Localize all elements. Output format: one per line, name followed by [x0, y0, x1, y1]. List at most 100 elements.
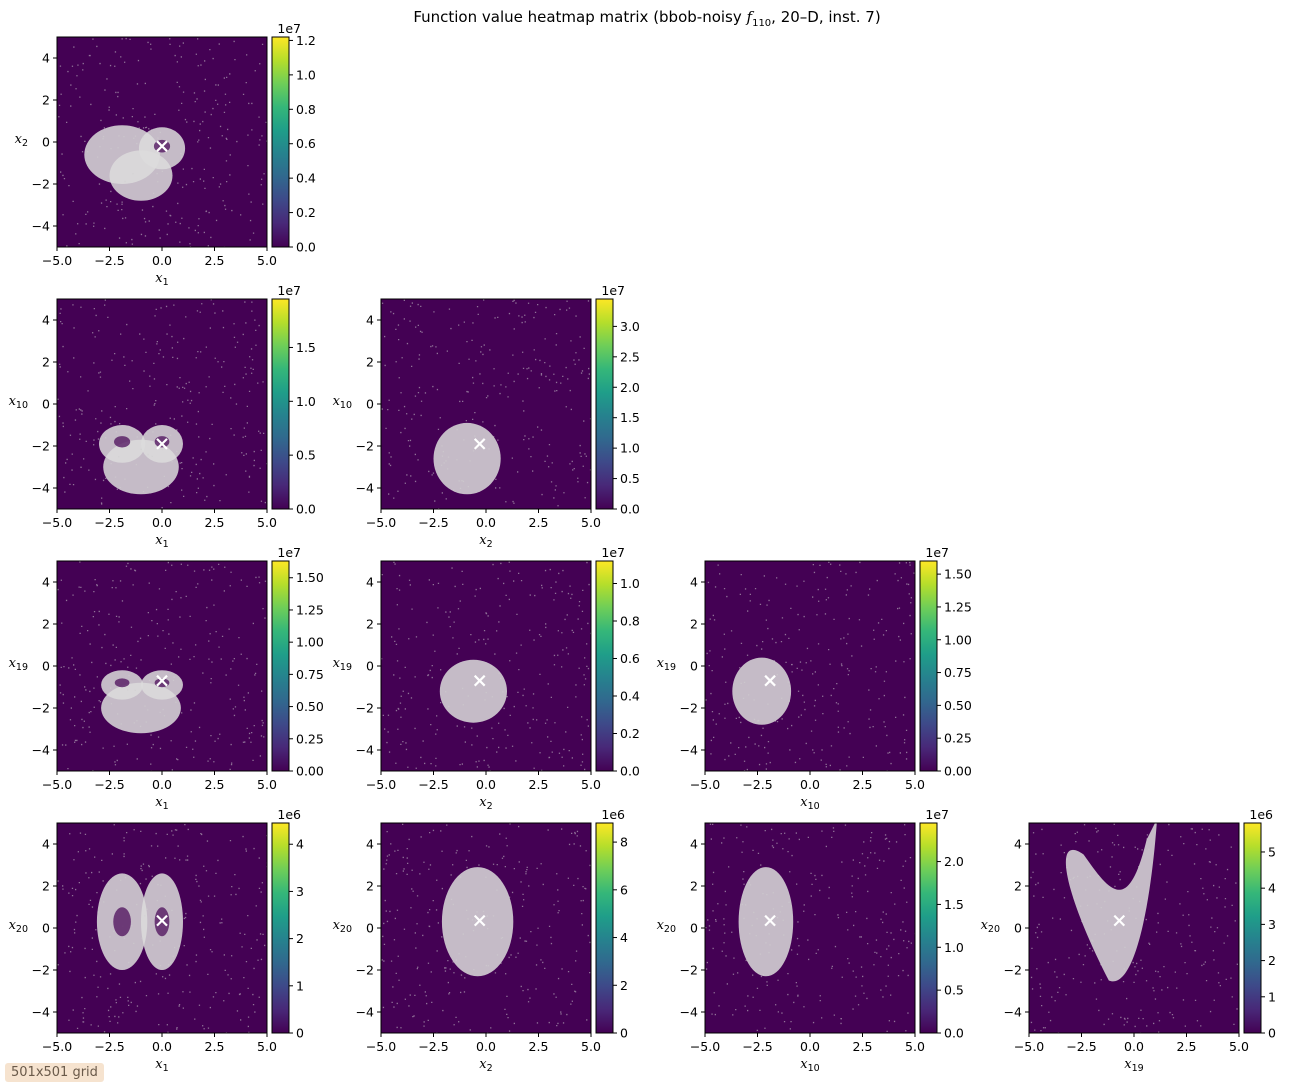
optimum-marker	[764, 674, 776, 687]
x-tick-label: 2.5	[853, 777, 873, 792]
x-axis-label: x1	[155, 1057, 168, 1074]
colorbar-multiplier: 1e7	[925, 807, 949, 822]
heatmap-panel: −5.0 −2.5 0.0 2.5 5.0 −4 −2 0 2 4 x1 x10 0.0 0.5 1.0 1.…	[9, 283, 316, 550]
colorbar-frame	[271, 36, 290, 248]
y-tick-label: −2	[680, 963, 698, 978]
heatmap-panel: −5.0 −2.5 0.0 2.5 5.0 −4 −2 0 2 4 x19 x20 0 1 2 3 4 5 1e6	[981, 807, 1276, 1074]
colorbar-tick-label: 0.5	[296, 448, 316, 463]
y-axis-label: x20	[333, 918, 352, 935]
colorbar-tick-label: 2.0	[620, 380, 640, 395]
x-tick-label: 2.5	[529, 515, 549, 530]
colorbar-tick-label: 0.0	[296, 502, 316, 517]
x-tick-label: −5.0	[1014, 1039, 1044, 1054]
y-tick-label: 0	[366, 397, 374, 412]
colorbar-multiplier: 1e7	[277, 21, 301, 36]
colorbar-tick-label: 4	[620, 930, 628, 945]
colorbar-multiplier: 1e6	[601, 807, 625, 822]
colorbar-frame	[271, 822, 290, 1034]
x-tick-label: 5.0	[257, 1039, 277, 1054]
colorbar	[920, 561, 937, 771]
colorbar-tick-label: 3	[1268, 917, 1276, 932]
x-tick-label: −2.5	[94, 777, 124, 792]
x-axis-label: x2	[479, 1057, 492, 1074]
y-tick-label: 4	[690, 837, 698, 852]
colorbar-tick-label: 1.25	[944, 599, 972, 614]
optimum-marker	[156, 674, 168, 687]
colorbar-multiplier: 1e7	[277, 545, 301, 560]
y-tick-label: −2	[32, 963, 50, 978]
colorbar-tick-label: 5	[1268, 844, 1276, 859]
y-tick-label: −4	[32, 1005, 50, 1020]
y-tick-label: −4	[356, 743, 374, 758]
y-tick-label: −2	[356, 439, 374, 454]
x-tick-label: −5.0	[42, 515, 72, 530]
x-tick-label: −5.0	[42, 777, 72, 792]
colorbar-tick-label: 1.5	[620, 410, 640, 425]
x-axis-label: x2	[479, 533, 492, 550]
colorbar-tick-label: 0.0	[620, 502, 640, 517]
y-axis-label: x20	[981, 918, 1000, 935]
heatmap-panel: −5.0 −2.5 0.0 2.5 5.0 −4 −2 0 2 4 x10 x20 0.0 0.5 1.0 1…	[657, 807, 964, 1074]
x-tick-label: −5.0	[690, 777, 720, 792]
y-tick-label: 4	[42, 575, 50, 590]
x-tick-label: 5.0	[905, 1039, 925, 1054]
y-tick-label: −4	[356, 1005, 374, 1020]
x-tick-label: 5.0	[581, 777, 601, 792]
x-tick-label: 0.0	[152, 1039, 172, 1054]
y-tick-label: 4	[42, 313, 50, 328]
colorbar-tick-label: 0	[620, 1026, 628, 1041]
x-tick-label: 0.0	[152, 777, 172, 792]
y-tick-label: −4	[32, 743, 50, 758]
colorbar-tick-label: 1.0	[944, 940, 964, 955]
colorbar	[272, 561, 289, 771]
x-tick-label: 5.0	[1229, 1039, 1249, 1054]
colorbar-tick-label: 2.5	[620, 349, 640, 364]
colorbar-tick-label: 1.0	[296, 394, 316, 409]
x-tick-label: −5.0	[690, 1039, 720, 1054]
colorbar	[920, 823, 937, 1033]
optimum-marker	[764, 914, 776, 927]
y-tick-label: 2	[42, 355, 50, 370]
colorbar-frame	[919, 822, 938, 1034]
colorbar-tick-label: 4	[296, 837, 304, 852]
colorbar-tick-label: 0.00	[944, 764, 972, 779]
colorbar-tick-label: 1.25	[296, 602, 324, 617]
x-tick-label: 0.0	[476, 777, 496, 792]
y-tick-label: 0	[690, 659, 698, 674]
heatmap-field	[57, 561, 267, 771]
colorbar-tick-label: 1.50	[296, 570, 324, 585]
optimum-marker	[156, 438, 168, 450]
y-axis-label: x20	[9, 918, 28, 935]
colorbar-tick-label: 2	[1268, 953, 1276, 968]
x-tick-label: 5.0	[257, 253, 277, 268]
colorbar	[596, 561, 613, 771]
optimum-marker	[1113, 914, 1126, 927]
local-minimum-hole	[113, 907, 131, 937]
colorbar-tick-label: 4	[1268, 881, 1276, 896]
colorbar-frame	[595, 822, 614, 1034]
heatmap-panel: −5.0 −2.5 0.0 2.5 5.0 −4 −2 0 2 4 x2 x19 0.0 0.2 0.4 0.…	[333, 545, 640, 812]
colorbar-frame	[595, 560, 614, 772]
colorbar	[272, 823, 289, 1033]
x-tick-label: 2.5	[853, 1039, 873, 1054]
colorbar	[1244, 823, 1261, 1033]
x-axis-label: x19	[1124, 1057, 1143, 1074]
colorbar-tick-label: 1.2	[296, 33, 316, 48]
low-value-region	[101, 682, 181, 734]
colorbar-tick-label: 0.25	[944, 731, 972, 746]
x-tick-label: −5.0	[366, 515, 396, 530]
colorbar-tick-label: 1.5	[944, 897, 964, 912]
colorbar-multiplier: 1e6	[1249, 807, 1273, 822]
colorbar-tick-label: 0	[1268, 1026, 1276, 1041]
grid-size-badge: 501x501 grid	[5, 1063, 104, 1082]
heatmap-panel: −5.0 −2.5 0.0 2.5 5.0 −4 −2 0 2 4 x1 x19 0.00 0.25 0.5…	[9, 545, 324, 812]
y-axis-label: x19	[333, 656, 352, 673]
colorbar-tick-label: 3	[296, 884, 304, 899]
x-tick-label: 2.5	[529, 1039, 549, 1054]
colorbar-tick-label: 0.50	[296, 699, 324, 714]
y-tick-label: 2	[42, 879, 50, 894]
colorbar-multiplier: 1e7	[925, 545, 949, 560]
y-tick-label: −4	[32, 219, 50, 234]
colorbar-tick-label: 6	[620, 882, 628, 897]
colorbar-tick-label: 0.50	[944, 698, 972, 713]
